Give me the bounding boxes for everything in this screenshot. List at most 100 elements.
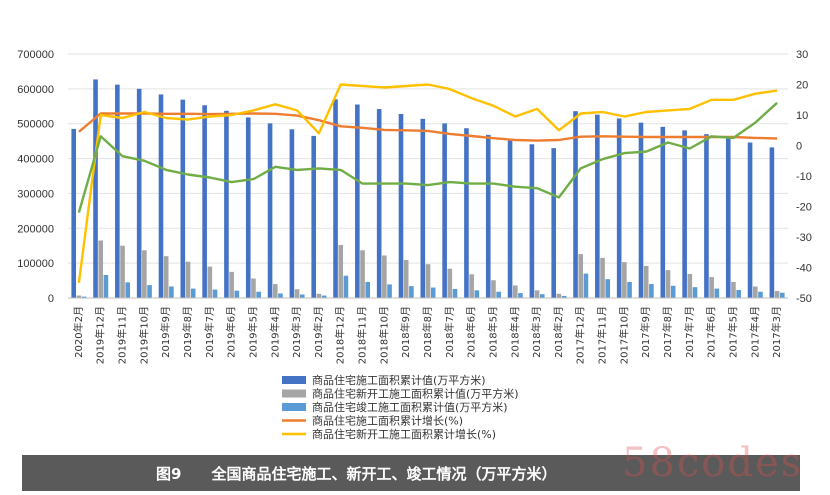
bar xyxy=(627,281,632,298)
bar xyxy=(660,126,666,298)
y-right-tick-label: -10 xyxy=(796,171,812,183)
legend-swatch xyxy=(282,376,306,384)
y-right-tick-label: 0 xyxy=(796,141,802,153)
bar xyxy=(752,286,758,298)
bar xyxy=(539,294,545,298)
x-tick-label: 2019年7月 xyxy=(203,306,216,358)
y-left-tick-label: 500000 xyxy=(17,119,54,131)
y-left-tick-label: 200000 xyxy=(17,223,54,235)
bar xyxy=(180,99,186,298)
bar xyxy=(316,293,322,298)
bar xyxy=(294,289,300,298)
x-tick-label: 2017年6月 xyxy=(705,306,718,358)
bar xyxy=(81,296,87,298)
x-tick-label: 2017年7月 xyxy=(683,306,696,358)
y-right-tick-label: -30 xyxy=(796,232,812,244)
bar xyxy=(469,274,474,298)
gridlines xyxy=(68,53,788,299)
x-tick-label: 2018年12月 xyxy=(334,306,347,364)
x-tick-label: 2018年6月 xyxy=(465,306,478,358)
bar xyxy=(360,250,365,298)
bar xyxy=(103,274,109,298)
figure-caption: 图9 全国商品住宅施工、新开工、竣工情况（万平方米） xyxy=(22,455,800,491)
bar xyxy=(251,278,256,298)
bar xyxy=(158,94,164,298)
x-tick-label: 2017年3月 xyxy=(770,306,783,358)
watermark: 58codes xyxy=(622,440,804,486)
legend-label: 商品住宅竣工施工面积累计值(万平方米) xyxy=(312,400,508,414)
bar xyxy=(622,262,627,298)
y-axis-left: 0 100000 200000 300000 400000 500000 600000 700… xyxy=(17,49,54,305)
x-tick-label: 2019年12月 xyxy=(94,306,107,364)
bar xyxy=(605,279,611,298)
bar xyxy=(289,129,295,298)
x-tick-label: 2017年10月 xyxy=(617,306,630,364)
y-left-tick-label: 700000 xyxy=(17,49,54,61)
x-axis: 2020年2月 2019年12月 2019年11月 2019年10月 2019年9月 20… xyxy=(68,297,788,364)
bar xyxy=(365,281,371,298)
bar xyxy=(687,273,693,298)
bar xyxy=(115,84,120,298)
x-tick-label: 2018年4月 xyxy=(508,306,521,358)
legend-label: 商品住宅新开工施工面积累计增长(%) xyxy=(312,427,496,441)
y-axis-right: -50 -40 -30 -20 -10 0 10 20 30 xyxy=(796,49,812,305)
bar xyxy=(398,113,404,298)
line-series xyxy=(77,83,778,283)
y-right-tick-label: 10 xyxy=(796,110,808,122)
bar xyxy=(464,128,469,298)
bar xyxy=(207,266,213,298)
x-tick-label: 2017年8月 xyxy=(661,306,674,358)
bar xyxy=(485,134,491,298)
x-tick-label: 2019年5月 xyxy=(246,306,259,358)
bar xyxy=(578,254,584,298)
x-tick-label: 2017年11月 xyxy=(596,306,609,364)
series-line xyxy=(78,112,778,142)
legend: 商品住宅施工面积累计值(万平方米)商品住宅新开工施工面积累计值(万平方米)商品住… xyxy=(282,373,519,441)
bar xyxy=(229,271,234,298)
bar xyxy=(736,289,741,298)
bar xyxy=(190,288,196,298)
x-tick-label: 2019年6月 xyxy=(225,306,238,358)
bar xyxy=(120,245,125,298)
figure-title: 全国商品住宅施工、新开工、竣工情况（万平方米） xyxy=(211,464,557,483)
bar xyxy=(430,287,436,298)
y-left-tick-label: 0 xyxy=(48,293,54,305)
bar xyxy=(245,117,251,298)
x-tick-label: 2018年11月 xyxy=(356,306,369,364)
bar xyxy=(71,128,77,298)
bar xyxy=(529,144,535,298)
bar xyxy=(343,275,349,298)
bar xyxy=(142,250,147,298)
bar xyxy=(403,260,409,298)
bar xyxy=(595,114,600,298)
bar xyxy=(474,290,480,298)
y-right-tick-label: -40 xyxy=(796,263,812,275)
x-tick-label: 2019年10月 xyxy=(137,306,150,364)
bar xyxy=(583,273,589,298)
bar xyxy=(76,295,82,298)
bar-series xyxy=(71,79,785,299)
bar xyxy=(447,268,453,298)
legend-swatch xyxy=(282,403,306,411)
bar xyxy=(512,285,518,298)
bar xyxy=(491,280,496,298)
legend-swatch xyxy=(282,389,306,398)
bar xyxy=(425,264,431,298)
bar xyxy=(376,109,382,299)
bar xyxy=(234,290,240,298)
bar xyxy=(267,123,273,298)
bar xyxy=(731,281,736,298)
bar xyxy=(185,261,191,298)
bar xyxy=(638,122,644,298)
bar xyxy=(224,110,229,299)
bar xyxy=(256,291,261,298)
bar xyxy=(387,284,392,298)
figure-number: 图9 xyxy=(156,464,182,483)
bar xyxy=(692,287,698,298)
x-tick-label: 2019年2月 xyxy=(312,306,325,358)
bar xyxy=(98,240,104,298)
y-left-tick-label: 600000 xyxy=(17,84,54,96)
legend-label: 商品住宅新开工施工面积累计值(万平方米) xyxy=(312,387,519,401)
bar xyxy=(321,295,327,298)
